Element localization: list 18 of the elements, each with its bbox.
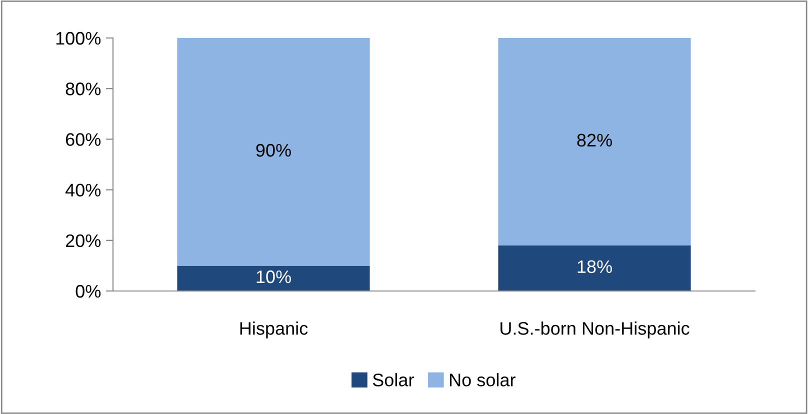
data-label: 18%	[578, 260, 612, 274]
y-tick-label: 40%	[65, 184, 101, 197]
x-tick-label: Hispanic	[240, 322, 308, 338]
data-label: 82%	[577, 134, 612, 147]
y-tick-label: 80%	[66, 82, 101, 96]
data-label: 10%	[256, 270, 291, 284]
data-label: 90%	[256, 144, 291, 157]
bar	[498, 245, 691, 291]
bar	[177, 38, 370, 266]
y-tick-label: 100%	[56, 32, 101, 45]
y-tick-label: 0%	[76, 284, 101, 298]
x-tick-label: U.S.-born Non-Hispanic	[500, 322, 690, 338]
y-tick-label: 20%	[66, 234, 101, 248]
bar	[498, 38, 691, 246]
legend-label: Solar	[372, 373, 414, 386]
legend-label: No solar	[450, 373, 516, 386]
bar	[177, 266, 370, 291]
y-tick-label: 60%	[66, 133, 101, 146]
